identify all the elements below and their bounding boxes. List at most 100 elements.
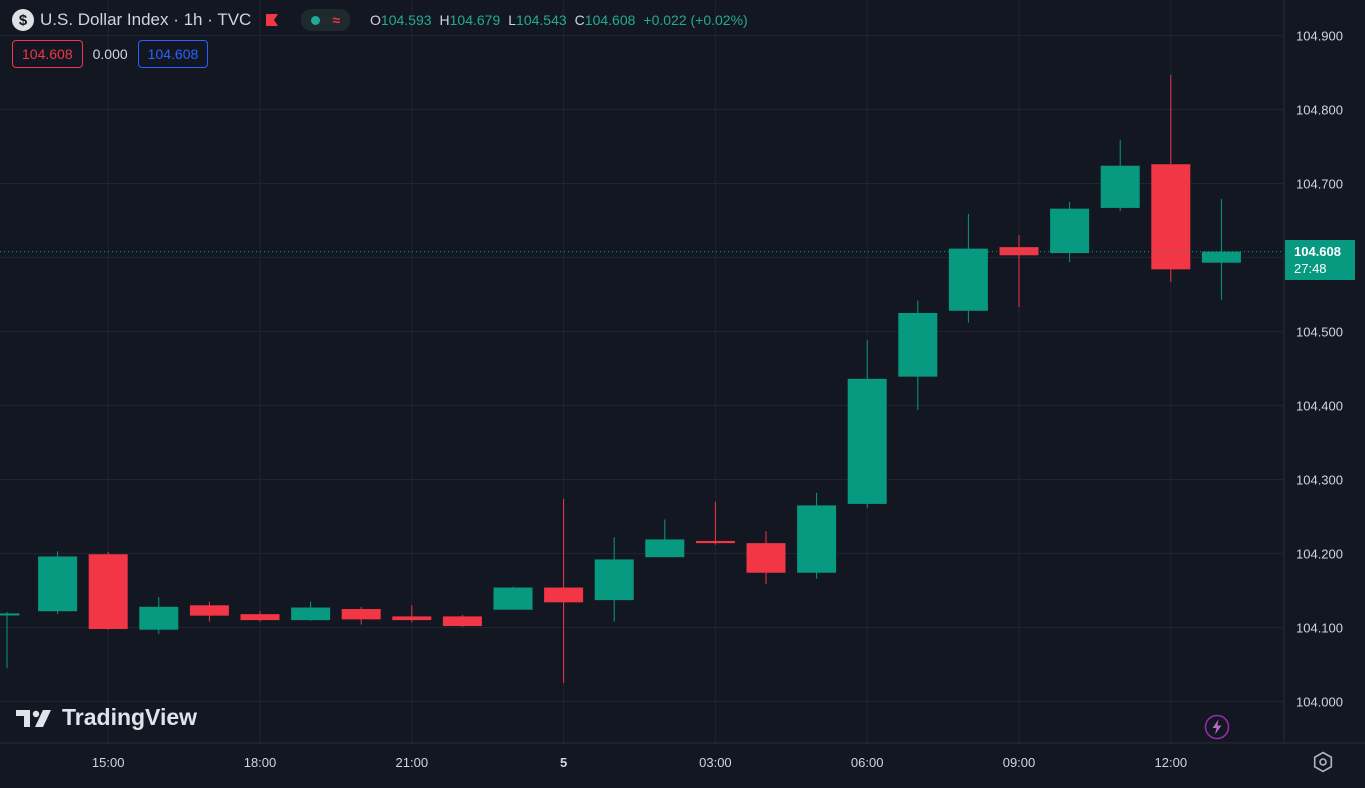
time-tick-label: 21:00: [396, 755, 429, 770]
wave-icon: ≈: [332, 12, 341, 28]
candle: [189, 601, 229, 622]
tradingview-logo-icon: [16, 709, 51, 727]
price-tick-label: 104.900: [1296, 29, 1343, 44]
high-label: H: [439, 12, 450, 28]
candle-body: [392, 616, 432, 621]
chart-legend: $ U.S. Dollar Index · 1h · TVC ≈ O104.59…: [12, 8, 748, 32]
bar-countdown: 27:48: [1294, 261, 1327, 276]
candle-body: [1201, 251, 1241, 263]
candle: [0, 611, 20, 669]
candle: [1151, 74, 1191, 282]
tradingview-logo[interactable]: TradingView: [16, 704, 197, 731]
candle-body: [898, 313, 938, 377]
candle: [1100, 139, 1140, 211]
flag-icon[interactable]: [265, 13, 279, 27]
candle-body: [999, 247, 1039, 256]
candle: [291, 601, 331, 621]
last-price-value: 104.608: [1294, 244, 1341, 259]
price-tick-label: 104.700: [1296, 177, 1343, 192]
candle-body: [240, 614, 280, 621]
candle: [240, 611, 280, 622]
price-tick-label: 104.400: [1296, 399, 1343, 414]
candle: [88, 552, 128, 630]
candle-body: [88, 554, 128, 629]
candle: [139, 597, 179, 635]
candle: [38, 551, 78, 615]
price-tick-label: 104.200: [1296, 547, 1343, 562]
time-tick-label: 03:00: [699, 755, 732, 770]
candle: [797, 492, 837, 579]
time-tick-label: 15:00: [92, 755, 125, 770]
grid-lines: [0, 0, 1284, 743]
price-tick-label: 104.000: [1296, 695, 1343, 710]
watermark-text: TradingView: [62, 704, 198, 730]
time-tick-label: 06:00: [851, 755, 884, 770]
candle-body: [38, 556, 78, 612]
candle-body: [139, 606, 179, 630]
candle: [898, 300, 938, 410]
candle-body: [847, 378, 887, 504]
candle-body: [594, 559, 634, 601]
candle: [493, 586, 533, 610]
candle-body: [1151, 164, 1191, 270]
close-label: C: [574, 12, 585, 28]
time-tick-label: 12:00: [1155, 755, 1188, 770]
candle-body: [544, 587, 584, 603]
candle-body: [493, 587, 533, 610]
candle: [1050, 202, 1090, 262]
open-label: O: [370, 12, 381, 28]
settings-gear-icon[interactable]: [1311, 750, 1335, 774]
candle-body: [291, 607, 331, 621]
dollar-icon[interactable]: $: [12, 9, 34, 31]
price-axis[interactable]: 104.000 104.100 104.200 104.300 104.400 104.5…: [1296, 29, 1343, 710]
candle-body: [1100, 165, 1140, 208]
candle: [746, 531, 786, 584]
time-axis[interactable]: 15:00 18:00 21:00 5 03:00 06:00 09:00 12:00: [92, 755, 1187, 770]
candle-body: [746, 543, 786, 573]
symbol-title[interactable]: U.S. Dollar Index · 1h · TVC: [40, 10, 252, 29]
high-value: 104.679: [449, 12, 501, 28]
candle: [645, 519, 685, 558]
quote-row: 104.608 0.000 104.608: [12, 40, 209, 68]
spread-value: 0.000: [92, 46, 128, 62]
candle: [392, 605, 432, 623]
candle: [442, 614, 482, 627]
candle-body: [0, 613, 20, 616]
candles: [0, 74, 1241, 683]
candle-body: [341, 609, 381, 620]
last-price-label: 104.608 27:48: [1285, 240, 1355, 280]
time-tick-label: 5: [560, 755, 567, 770]
price-tick-label: 104.500: [1296, 325, 1343, 340]
sell-button[interactable]: 104.608: [12, 40, 83, 68]
candle-body: [189, 605, 229, 616]
price-tick-label: 104.800: [1296, 103, 1343, 118]
candle-body: [948, 248, 988, 311]
candle: [999, 235, 1039, 308]
price-tick-label: 104.300: [1296, 473, 1343, 488]
candle-body: [1050, 208, 1090, 254]
market-open-dot-icon: [311, 15, 321, 25]
ohlc-values: O104.593 H104.679 L104.543 C104.608 +0.0…: [370, 12, 748, 28]
low-value: 104.543: [516, 12, 567, 28]
candle: [695, 501, 735, 545]
time-tick-label: 09:00: [1003, 755, 1036, 770]
price-tick-label: 104.100: [1296, 621, 1343, 636]
candle: [1201, 199, 1241, 300]
open-value: 104.593: [380, 12, 432, 28]
candle-body: [695, 540, 735, 544]
buy-button[interactable]: 104.608: [137, 40, 209, 68]
candle-body: [797, 505, 837, 573]
candle: [847, 340, 887, 508]
candle-body: [645, 539, 685, 558]
candle: [594, 537, 634, 622]
market-status[interactable]: ≈: [301, 9, 351, 31]
change-value: +0.022 (+0.02%): [643, 12, 748, 28]
time-tick-label: 18:00: [244, 755, 277, 770]
lightning-icon[interactable]: [1204, 714, 1230, 740]
candle: [341, 606, 381, 625]
candle-body: [442, 616, 482, 627]
candle: [544, 498, 584, 683]
low-label: L: [508, 12, 517, 28]
candle: [948, 213, 988, 323]
